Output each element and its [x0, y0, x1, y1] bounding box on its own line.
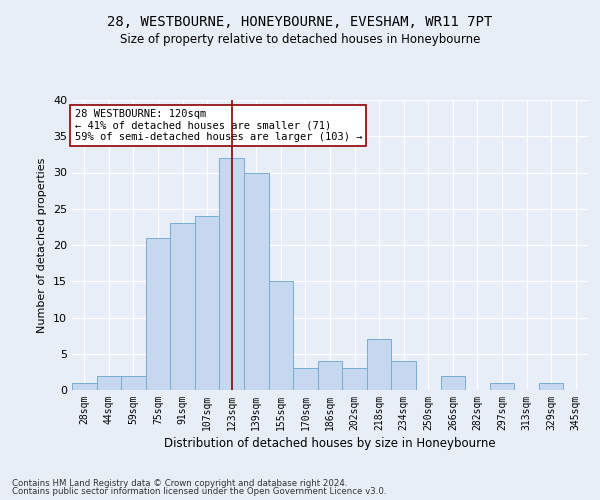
Bar	[121, 376, 146, 390]
Bar	[244, 172, 269, 390]
Bar	[146, 238, 170, 390]
Bar	[440, 376, 465, 390]
Bar	[97, 376, 121, 390]
Bar	[391, 361, 416, 390]
Bar	[269, 281, 293, 390]
Bar	[490, 383, 514, 390]
Text: 28 WESTBOURNE: 120sqm
← 41% of detached houses are smaller (71)
59% of semi-deta: 28 WESTBOURNE: 120sqm ← 41% of detached …	[74, 108, 362, 142]
Bar	[170, 223, 195, 390]
X-axis label: Distribution of detached houses by size in Honeybourne: Distribution of detached houses by size …	[164, 437, 496, 450]
Text: Contains HM Land Registry data © Crown copyright and database right 2024.: Contains HM Land Registry data © Crown c…	[12, 478, 347, 488]
Bar	[72, 383, 97, 390]
Bar	[195, 216, 220, 390]
Bar	[367, 339, 391, 390]
Bar	[318, 361, 342, 390]
Bar	[342, 368, 367, 390]
Bar	[220, 158, 244, 390]
Y-axis label: Number of detached properties: Number of detached properties	[37, 158, 47, 332]
Text: 28, WESTBOURNE, HONEYBOURNE, EVESHAM, WR11 7PT: 28, WESTBOURNE, HONEYBOURNE, EVESHAM, WR…	[107, 15, 493, 29]
Text: Size of property relative to detached houses in Honeybourne: Size of property relative to detached ho…	[120, 32, 480, 46]
Bar	[539, 383, 563, 390]
Bar	[293, 368, 318, 390]
Text: Contains public sector information licensed under the Open Government Licence v3: Contains public sector information licen…	[12, 487, 386, 496]
